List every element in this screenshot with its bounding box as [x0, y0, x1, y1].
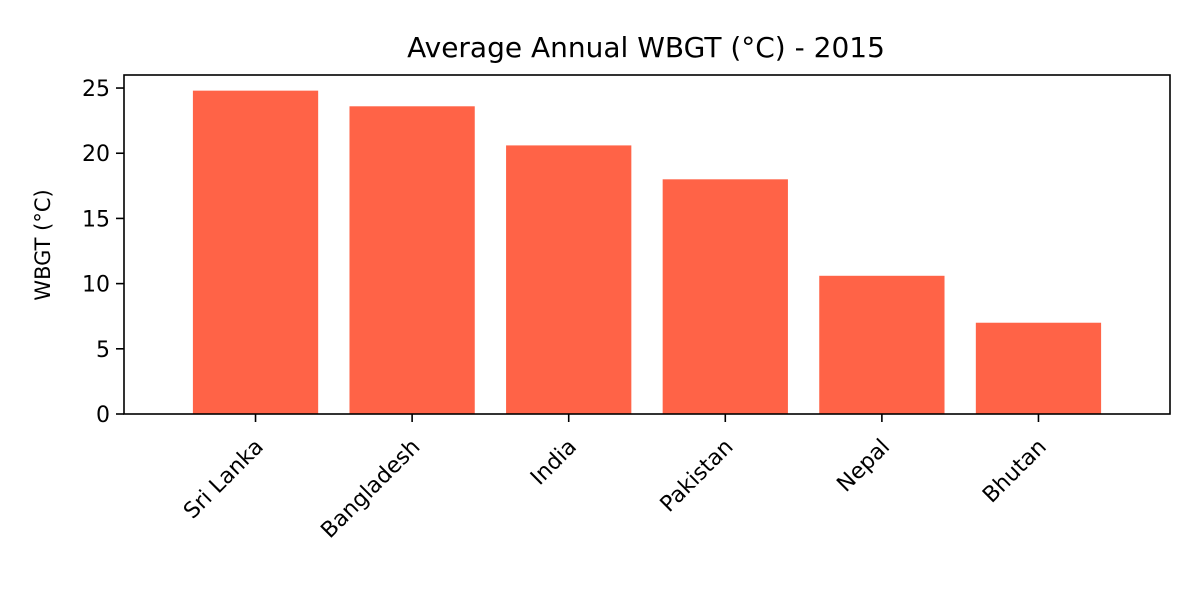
- bar-nepal: [819, 275, 945, 414]
- y-tick-label: 0: [96, 403, 110, 428]
- x-tick-label: Nepal: [832, 435, 895, 498]
- y-tick-label: 15: [82, 207, 110, 232]
- y-tick-label: 10: [82, 273, 110, 298]
- bar-india: [506, 145, 632, 414]
- bar-sri-lanka: [192, 90, 319, 415]
- y-tick-label: 20: [82, 142, 110, 167]
- x-tick-label: Sri Lanka: [179, 435, 269, 525]
- bar-pakistan: [662, 179, 788, 414]
- x-axis-ticks: Sri Lanka Bangladesh India Pakistan Nepal Bhu…: [179, 414, 1052, 544]
- x-tick-label: India: [526, 435, 582, 491]
- bar-bhutan: [975, 322, 1102, 414]
- y-axis-ticks: 0 5 10 15 20 25: [82, 77, 124, 428]
- x-tick-label: Pakistan: [656, 435, 739, 518]
- bars-group: [192, 90, 1102, 415]
- chart-title: Average Annual WBGT (°C) - 2015: [407, 31, 885, 64]
- y-tick-label: 25: [82, 77, 110, 102]
- plot-frame: [123, 74, 1171, 415]
- x-tick-label: Bhutan: [978, 435, 1052, 509]
- x-tick-label: Bangladesh: [316, 435, 425, 544]
- y-axis-label: WBGT (°C): [31, 189, 55, 300]
- bar-bangladesh: [349, 106, 475, 415]
- y-tick-label: 5: [96, 338, 110, 363]
